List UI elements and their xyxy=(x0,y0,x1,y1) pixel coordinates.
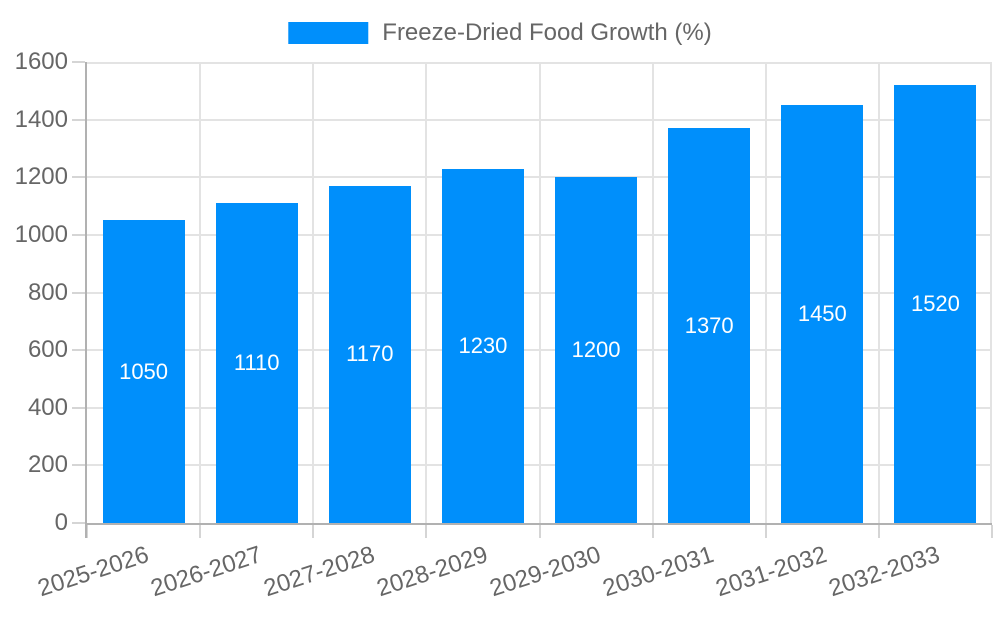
bar-2032-2033[interactable]: 1520 xyxy=(894,85,977,523)
y-axis-tick xyxy=(72,176,85,179)
x-axis-tick xyxy=(764,525,767,538)
y-axis-label: 1000 xyxy=(14,220,68,248)
y-axis-tick xyxy=(72,233,85,236)
bar-2027-2028[interactable]: 1170 xyxy=(328,185,411,523)
y-axis-tick xyxy=(72,349,85,352)
bar-value-label: 1230 xyxy=(458,332,508,358)
bar-value-label: 1110 xyxy=(233,350,280,376)
y-axis-label: 1600 xyxy=(14,48,68,75)
x-axis-tick xyxy=(991,525,993,538)
bar-value-label: 1170 xyxy=(346,341,394,367)
bar-2026-2027[interactable]: 1110 xyxy=(215,203,298,523)
y-axis-label: 800 xyxy=(27,278,68,306)
bar-2025-2026[interactable]: 1050 xyxy=(102,220,185,523)
y-axis-label: 200 xyxy=(27,451,68,479)
x-axis-line xyxy=(85,523,992,525)
y-axis-label: 1400 xyxy=(14,105,68,133)
bar-2028-2029[interactable]: 1230 xyxy=(441,168,524,523)
x-axis-tick xyxy=(877,525,880,538)
legend-item[interactable]: Freeze-Dried Food Growth (%) xyxy=(288,19,712,46)
x-axis-tick xyxy=(86,525,88,538)
gridline-vertical xyxy=(312,62,315,523)
y-axis-label: 600 xyxy=(27,336,68,364)
bar-value-label: 1050 xyxy=(119,358,169,384)
bar-2029-2030[interactable]: 1200 xyxy=(555,177,638,523)
bar-value-label: 1450 xyxy=(797,301,847,327)
x-axis-tick xyxy=(538,525,541,538)
legend-color-swatch xyxy=(288,22,369,44)
y-axis-tick xyxy=(72,291,85,294)
x-axis-tick xyxy=(199,525,202,538)
legend-label: Freeze-Dried Food Growth (%) xyxy=(382,19,712,46)
bar-value-label: 1520 xyxy=(910,291,960,317)
y-axis-tick xyxy=(72,118,85,121)
bar-2031-2032[interactable]: 1450 xyxy=(781,105,864,523)
y-axis-label: 400 xyxy=(27,393,68,421)
y-axis-label: 1200 xyxy=(14,163,68,191)
plot-area: 1050 1110 1170 1230 1200 1370 1450 1520 xyxy=(87,62,992,523)
y-axis-tick xyxy=(72,522,85,524)
gridline-vertical xyxy=(651,62,654,523)
gridline-vertical xyxy=(764,62,767,523)
gridline-vertical xyxy=(425,62,428,523)
y-axis-tick xyxy=(72,61,85,63)
bar-value-label: 1370 xyxy=(684,312,734,338)
gridline-vertical xyxy=(877,62,880,523)
gridline-vertical xyxy=(538,62,541,523)
y-axis-tick xyxy=(72,406,85,409)
bar-2030-2031[interactable]: 1370 xyxy=(668,128,751,523)
x-axis-tick xyxy=(312,525,315,538)
bar-value-label: 1200 xyxy=(571,337,621,363)
x-axis-tick xyxy=(425,525,428,538)
y-axis-tick xyxy=(72,464,85,467)
x-axis-tick xyxy=(651,525,654,538)
y-axis-label: 0 xyxy=(54,509,68,536)
gridline-vertical xyxy=(199,62,202,523)
bar-chart: Freeze-Dried Food Growth (%) 1050 1110 117… xyxy=(14,19,993,602)
y-axis-line xyxy=(85,62,87,538)
gridline-vertical xyxy=(990,62,992,523)
